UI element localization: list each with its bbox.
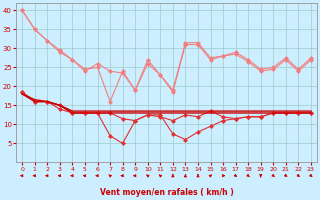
X-axis label: Vent moyen/en rafales ( km/h ): Vent moyen/en rafales ( km/h ) <box>100 188 234 197</box>
